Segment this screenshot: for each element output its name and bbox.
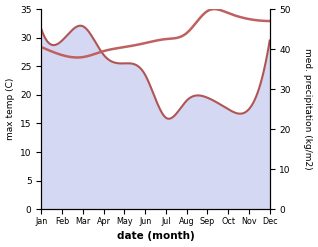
Y-axis label: max temp (C): max temp (C) — [5, 78, 15, 140]
X-axis label: date (month): date (month) — [117, 231, 194, 242]
Y-axis label: med. precipitation (kg/m2): med. precipitation (kg/m2) — [303, 48, 313, 170]
